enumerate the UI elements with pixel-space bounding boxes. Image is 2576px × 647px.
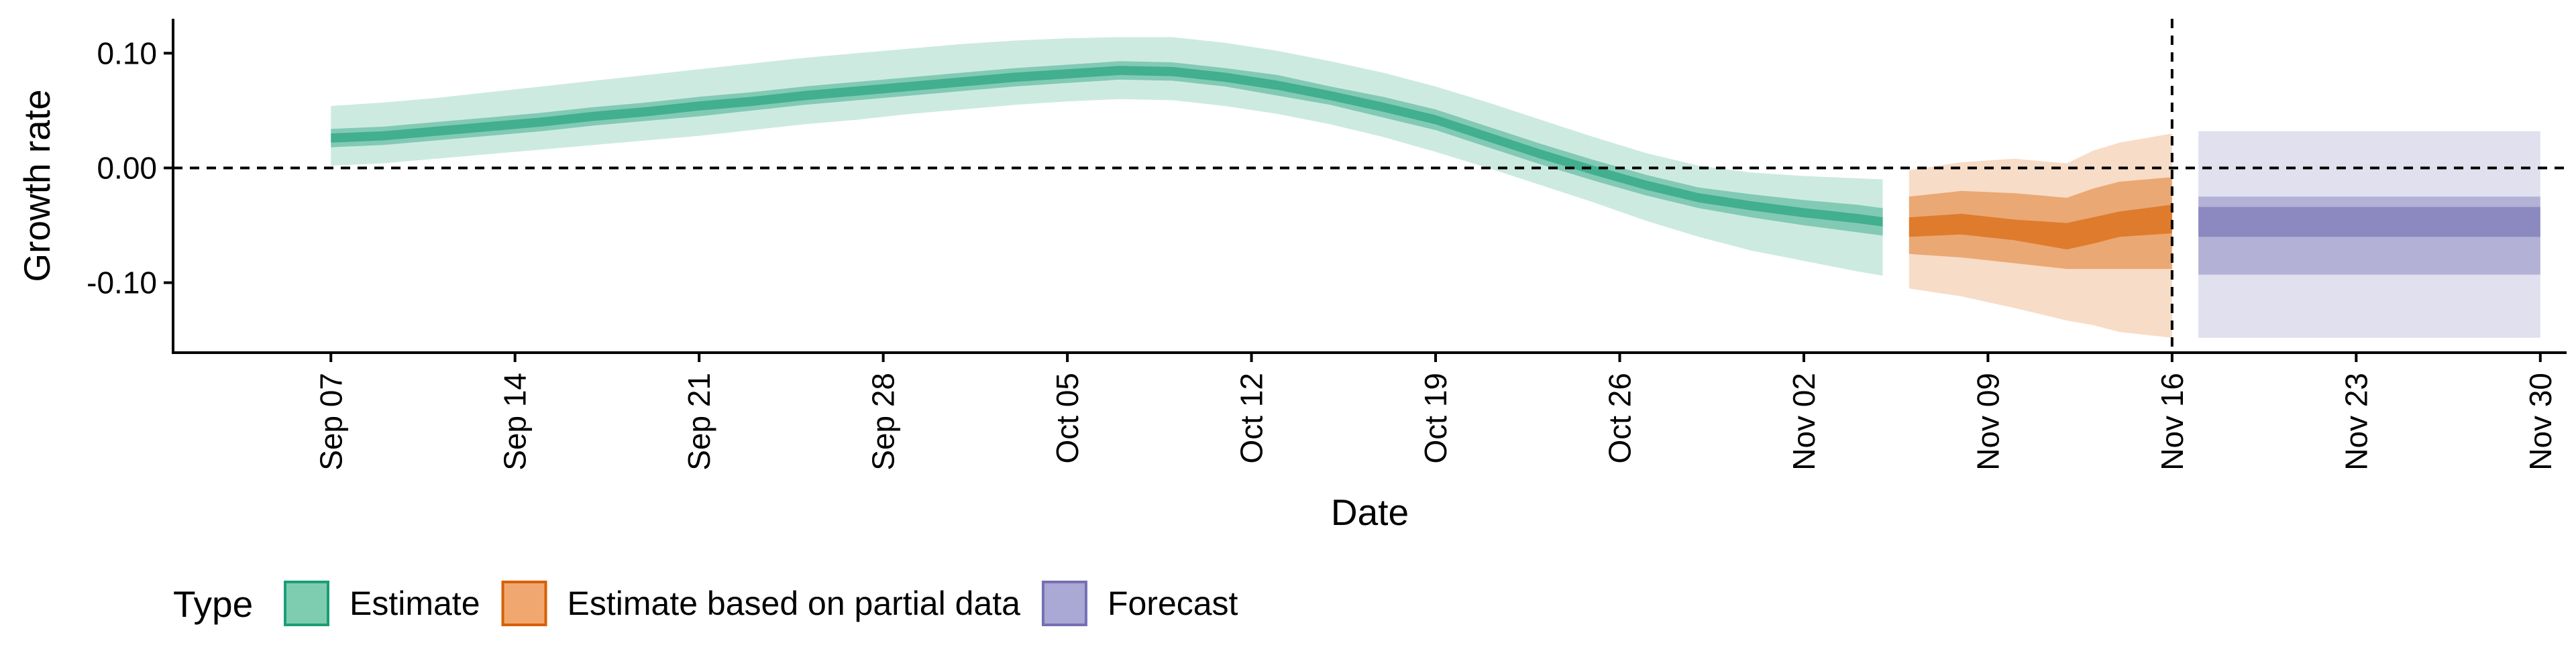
- legend-label-2: Forecast: [1108, 585, 1238, 622]
- series-0-band-90: [331, 37, 1883, 276]
- x-tick-label: Sep 21: [682, 373, 716, 471]
- y-tick-label: 0.00: [97, 150, 157, 185]
- legend-title: Type: [173, 583, 253, 625]
- legend-swatch-2: [1041, 581, 1087, 626]
- reference-lines: [173, 19, 2567, 353]
- y-ticks: 0.10 0.00 -0.10: [87, 36, 173, 300]
- x-tick-label: Sep 07: [313, 373, 348, 471]
- series-1-ribbons: [1909, 133, 2172, 338]
- axes: [172, 19, 2567, 354]
- y-tick-label: 0.10: [97, 36, 157, 70]
- series-1-band-20: [1909, 204, 2172, 249]
- x-tick-label: Nov 09: [1970, 373, 2005, 471]
- series-0-ribbons: [331, 37, 1883, 276]
- ribbon-layer: [331, 37, 2540, 338]
- series-2-ribbons: [2198, 131, 2540, 338]
- y-axis-title: Growth rate: [16, 89, 58, 282]
- x-tick-label: Nov 23: [2339, 373, 2373, 471]
- x-axis-title: Date: [1331, 491, 1409, 533]
- x-tick-label: Oct 26: [1602, 373, 1637, 464]
- x-tick-label: Oct 12: [1234, 373, 1269, 464]
- legend-swatch-0: [284, 581, 329, 626]
- x-tick-label: Nov 30: [2523, 373, 2558, 471]
- x-ticks: Sep 07 Sep 14 Sep 21 Sep 28 Oct 05 Oct 12 Oct …: [313, 353, 2558, 471]
- x-tick-label: Oct 19: [1418, 373, 1453, 464]
- x-tick-label: Oct 05: [1050, 373, 1085, 464]
- series-2-band-20: [2198, 207, 2540, 237]
- x-tick-label: Nov 02: [1786, 373, 1821, 471]
- legend-swatch-1: [501, 581, 547, 626]
- x-tick-label: Nov 16: [2155, 373, 2190, 471]
- y-tick-label: -0.10: [87, 266, 157, 300]
- legend: Type Estimate Estimate based on partial d…: [173, 581, 1238, 626]
- legend-label-0: Estimate: [350, 585, 480, 622]
- x-tick-label: Sep 14: [498, 373, 533, 471]
- x-tick-label: Sep 28: [866, 373, 901, 471]
- legend-label-1: Estimate based on partial data: [568, 585, 1021, 622]
- series-0-band-20: [331, 66, 1883, 227]
